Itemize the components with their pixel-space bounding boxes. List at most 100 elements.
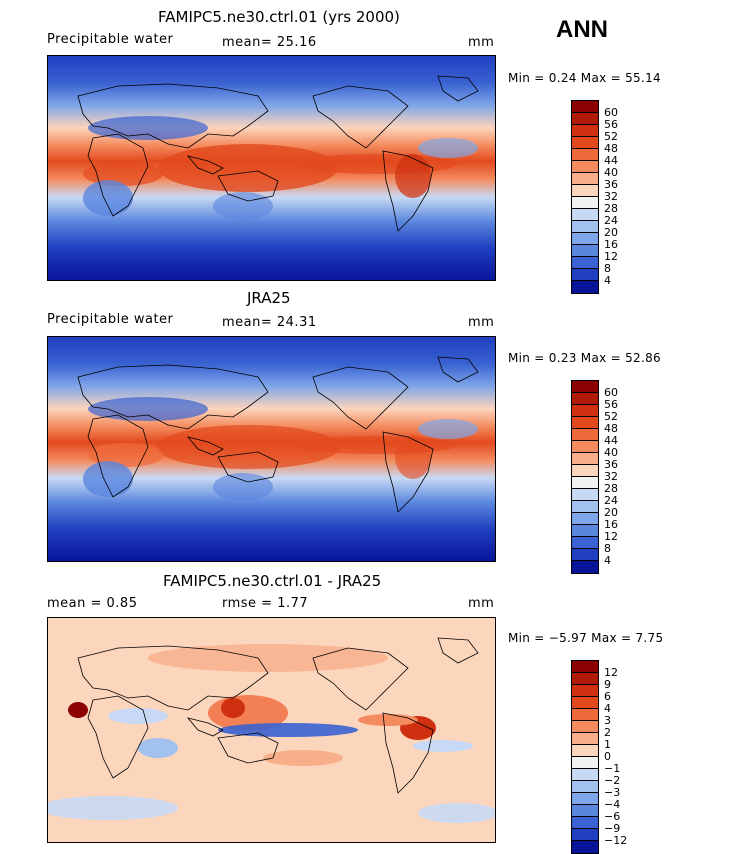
panel2-colorbar-tick-label: 60 (604, 386, 618, 399)
panel3-map (47, 617, 496, 843)
panel2-colorbar-swatch (572, 453, 598, 465)
panel1-colorbar-tick-label: 60 (604, 106, 618, 119)
panel1-colorbar-tick-label: 12 (604, 250, 618, 263)
panel1-colorbar-swatch (572, 233, 598, 245)
panel2-units: mm (468, 315, 495, 330)
panel1-colorbar-tick-label: 48 (604, 142, 618, 155)
panel1-colorbar-tick-label: 28 (604, 202, 618, 215)
panel3-colorbar-tick-label: −1 (604, 762, 621, 775)
panel2-colorbar-tick-label: 16 (604, 518, 618, 531)
panel3-rmse-label: rmse = 1.77 (222, 596, 309, 611)
panel2-colorbar-tick-label: 48 (604, 422, 618, 435)
panel2-map (47, 336, 496, 562)
panel2-colorbar-tick-label: 52 (604, 410, 618, 423)
panel2-colorbar-swatch (572, 525, 598, 537)
panel3-units: mm (468, 596, 495, 611)
panel1-colorbar (571, 100, 599, 294)
panel3-mean-label: mean = 0.85 (47, 596, 138, 611)
panel3-colorbar-tick-label: −4 (604, 798, 621, 811)
panel3-colorbar-swatch (572, 709, 598, 721)
panel1-map (47, 55, 496, 281)
panel1-title: FAMIPC5.ne30.ctrl.01 (yrs 2000) (158, 8, 400, 26)
panel1-min-max: Min = 0.24 Max = 55.14 (508, 71, 661, 85)
panel1-colorbar-swatch (572, 125, 598, 137)
panel2-colorbar-swatch (572, 429, 598, 441)
panel3-colorbar-swatch (572, 697, 598, 709)
panel3-colorbar-swatch (572, 685, 598, 697)
panel2-colorbar-tick-label: 20 (604, 506, 618, 519)
panel1-colorbar-swatch (572, 269, 598, 281)
panel2-colorbar-swatch (572, 393, 598, 405)
panel2-colorbar-swatch (572, 381, 598, 393)
panel3-colorbar-swatch (572, 757, 598, 769)
panel1-colorbar-tick-label: 36 (604, 178, 618, 191)
panel3-colorbar-swatch (572, 805, 598, 817)
panel1-colorbar-tick-label: 40 (604, 166, 618, 179)
panel2-min-max: Min = 0.23 Max = 52.86 (508, 351, 661, 365)
panel1-colorbar-swatch (572, 173, 598, 185)
panel1-colorbar-swatch (572, 149, 598, 161)
panel1-colorbar-swatch (572, 161, 598, 173)
panel1-colorbar-swatch (572, 281, 598, 293)
panel3-colorbar-tick-label: −9 (604, 822, 621, 835)
season-label: ANN (556, 16, 608, 43)
panel2-colorbar-swatch (572, 549, 598, 561)
panel1-units: mm (468, 35, 495, 50)
panel2-colorbar-swatch (572, 477, 598, 489)
panel2-colorbar-tick-label: 8 (604, 542, 611, 555)
panel3-colorbar-swatch (572, 769, 598, 781)
panel1-colorbar-swatch (572, 209, 598, 221)
panel2-variable-label: Precipitable water (47, 312, 174, 327)
panel3-colorbar-tick-label: −3 (604, 786, 621, 799)
panel2-colorbar-swatch (572, 405, 598, 417)
panel3-colorbar-tick-label: −6 (604, 810, 621, 823)
panel2-colorbar-tick-label: 28 (604, 482, 618, 495)
panel2-colorbar-tick-label: 12 (604, 530, 618, 543)
panel3-colorbar-tick-label: 2 (604, 726, 611, 739)
panel1-colorbar-swatch (572, 197, 598, 209)
panel2-colorbar-swatch (572, 537, 598, 549)
panel2-title: JRA25 (247, 289, 291, 307)
panel3-min-max: Min = −5.97 Max = 7.75 (508, 631, 664, 645)
panel3-colorbar-tick-label: 9 (604, 678, 611, 691)
panel2-colorbar-tick-label: 36 (604, 458, 618, 471)
panel2-colorbar-tick-label: 24 (604, 494, 618, 507)
panel2-colorbar-tick-label: 44 (604, 434, 618, 447)
panel1-colorbar-swatch (572, 101, 598, 113)
panel1-colorbar-tick-label: 4 (604, 274, 611, 287)
panel1-map-plot (48, 56, 495, 280)
panel2-colorbar-swatch (572, 417, 598, 429)
panel2-colorbar (571, 380, 599, 574)
panel2-colorbar-swatch (572, 441, 598, 453)
panel3-colorbar-tick-label: −12 (604, 834, 628, 847)
panel3-colorbar-swatch (572, 745, 598, 757)
panel3-colorbar (571, 660, 599, 854)
panel1-colorbar-swatch (572, 257, 598, 269)
panel2-colorbar-tick-label: 32 (604, 470, 618, 483)
panel2-colorbar-swatch (572, 501, 598, 513)
panel1-colorbar-swatch (572, 113, 598, 125)
panel2-colorbar-swatch (572, 489, 598, 501)
panel3-colorbar-swatch (572, 661, 598, 673)
panel1-colorbar-tick-label: 56 (604, 118, 618, 131)
panel3-colorbar-tick-label: 12 (604, 666, 618, 679)
panel2-colorbar-tick-label: 40 (604, 446, 618, 459)
panel1-colorbar-tick-label: 44 (604, 154, 618, 167)
panel3-colorbar-tick-label: 0 (604, 750, 611, 763)
panel2-colorbar-swatch (572, 561, 598, 573)
panel2-colorbar-tick-label: 4 (604, 554, 611, 567)
panel1-colorbar-tick-label: 8 (604, 262, 611, 275)
panel3-colorbar-swatch (572, 721, 598, 733)
panel3-colorbar-tick-label: −2 (604, 774, 621, 787)
panel3-colorbar-swatch (572, 829, 598, 841)
panel3-colorbar-swatch (572, 733, 598, 745)
panel2-colorbar-swatch (572, 465, 598, 477)
panel3-map-plot (48, 618, 495, 842)
panel1-mean-label: mean= 25.16 (222, 35, 317, 50)
panel1-colorbar-tick-label: 52 (604, 130, 618, 143)
panel3-colorbar-tick-label: 3 (604, 714, 611, 727)
panel3-colorbar-swatch (572, 781, 598, 793)
panel3-colorbar-tick-label: 1 (604, 738, 611, 751)
panel3-colorbar-tick-label: 4 (604, 702, 611, 715)
panel1-colorbar-swatch (572, 221, 598, 233)
